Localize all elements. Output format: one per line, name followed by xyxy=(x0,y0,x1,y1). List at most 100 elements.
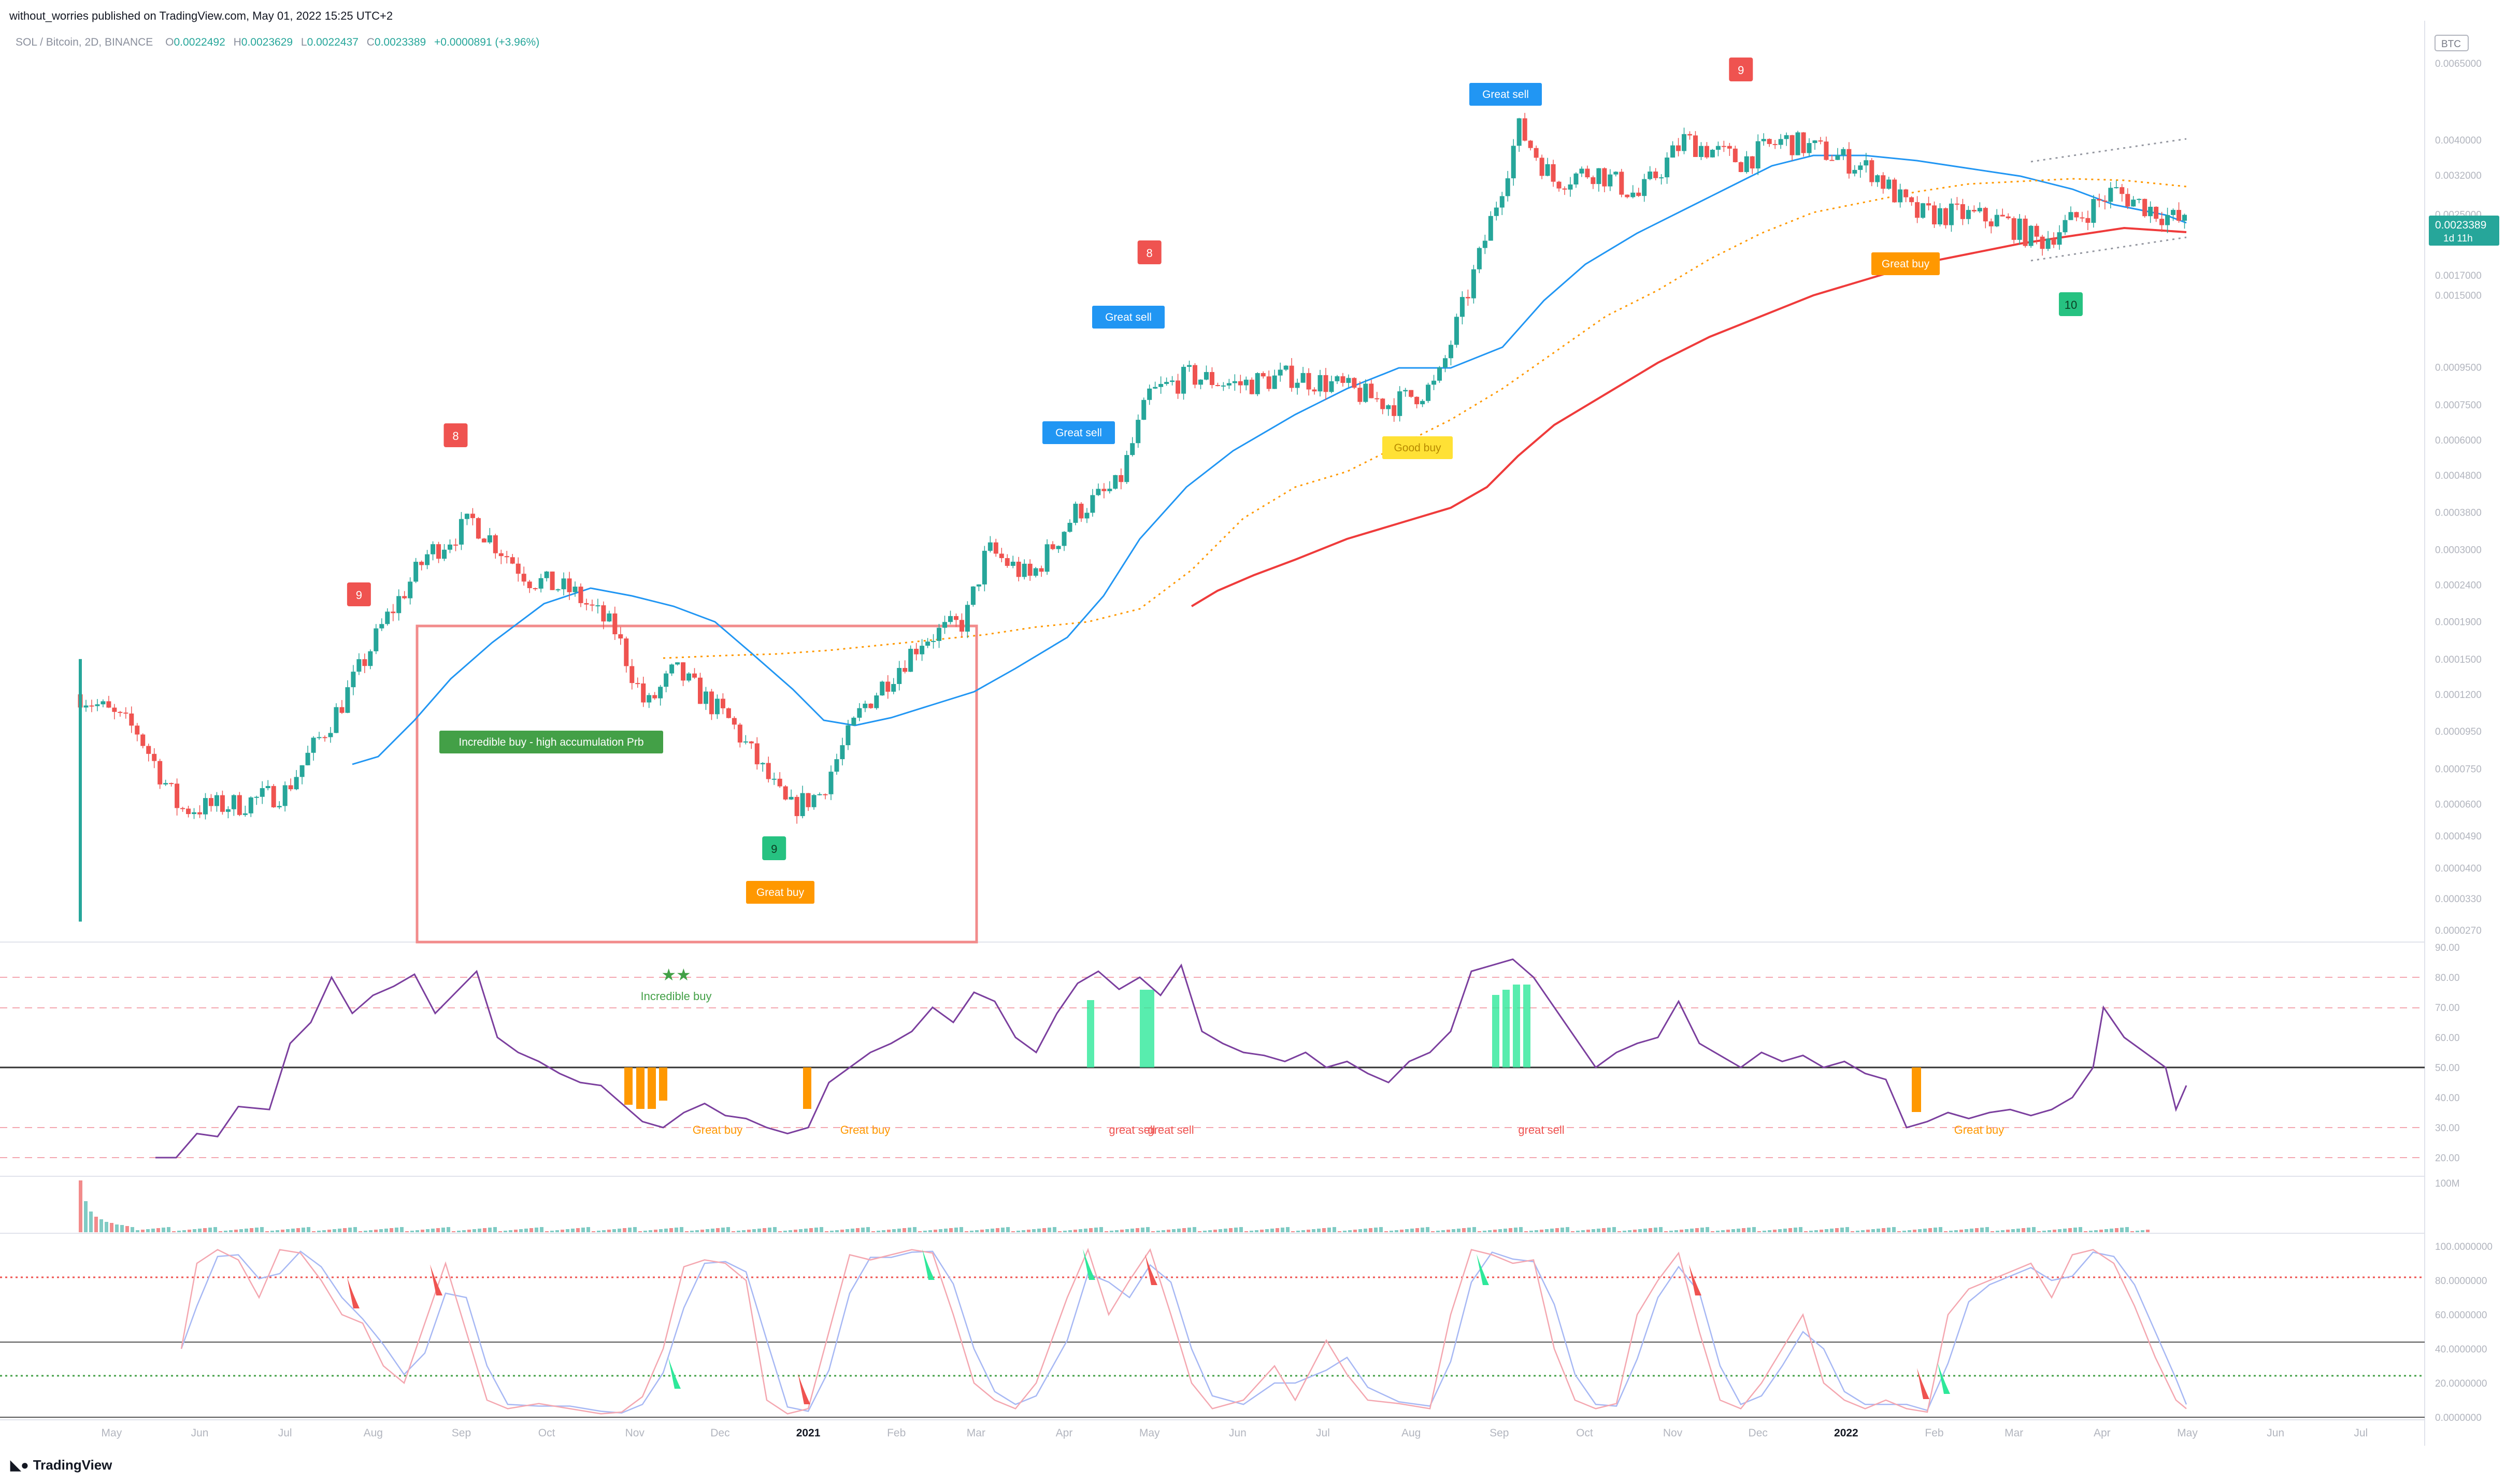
candle-down xyxy=(629,666,635,683)
rsi-tick-label: 20.00 xyxy=(2435,1153,2460,1164)
volume-bar xyxy=(182,1230,186,1232)
candle-up xyxy=(1073,504,1078,523)
price-tick-label: 0.0004800 xyxy=(2435,471,2482,481)
time-tick-label: Nov xyxy=(625,1427,645,1439)
candle-up xyxy=(1243,379,1249,386)
trend-lower-dotted xyxy=(2030,236,2187,262)
candle-up xyxy=(2137,198,2142,200)
candle-up xyxy=(277,806,282,807)
candle-up xyxy=(425,554,430,565)
symbol-pair: SOL / Bitcoin, 2D, BINANCE xyxy=(16,36,153,48)
stoch-cross-fills xyxy=(347,1249,1950,1404)
symbol-info: SOL / Bitcoin, 2D, BINANCE O0.0022492 H0… xyxy=(16,36,539,49)
number-badge xyxy=(347,582,371,606)
volume-bar xyxy=(1405,1229,1409,1232)
candle-up xyxy=(851,718,856,725)
tradingview-logo[interactable]: ◣● TradingView xyxy=(10,1457,112,1473)
candle-up xyxy=(334,707,339,733)
candle-up xyxy=(1715,146,1721,150)
candle-down xyxy=(641,683,646,703)
candle-down xyxy=(419,562,424,565)
rsi-sell-bar xyxy=(1492,995,1499,1067)
time-tick-label: Dec xyxy=(1749,1427,1768,1439)
tradingview-mark-icon: ◣● xyxy=(10,1457,29,1473)
candle-up xyxy=(1084,512,1090,519)
volume-bar xyxy=(1835,1228,1839,1232)
candle-down xyxy=(1027,563,1033,576)
volume-bar xyxy=(307,1227,310,1232)
candle-down xyxy=(1903,189,1909,197)
volume-bar xyxy=(1949,1231,1953,1232)
candle-down xyxy=(146,746,151,754)
candle-down xyxy=(1721,146,1726,147)
volume-bar xyxy=(1001,1228,1005,1232)
signal-label-text: Great buy xyxy=(1882,258,1930,270)
volume-bar xyxy=(1343,1231,1347,1232)
volume-bar xyxy=(1669,1231,1673,1232)
volume-bar xyxy=(1747,1228,1751,1232)
candle-up xyxy=(2028,225,2034,246)
volume-bar xyxy=(1877,1229,1880,1232)
volume-bar xyxy=(529,1228,533,1232)
candle-down xyxy=(2080,217,2085,219)
volume-bar xyxy=(2104,1229,2108,1232)
volume-bar xyxy=(2058,1229,2061,1232)
volume-bar xyxy=(939,1229,942,1232)
volume-bar xyxy=(188,1230,191,1232)
volume-bar xyxy=(1358,1229,1362,1232)
ema-red-line xyxy=(1191,226,2187,607)
volume-bar xyxy=(1187,1228,1191,1232)
volume-bar xyxy=(509,1230,512,1232)
volume-bar xyxy=(1281,1228,1284,1232)
candle-up xyxy=(561,578,566,590)
rsi-tick-label: 80.00 xyxy=(2435,973,2460,984)
candle-up xyxy=(880,681,885,696)
candle-up xyxy=(920,646,925,654)
candle-up xyxy=(1426,384,1431,401)
candle-down xyxy=(993,542,998,554)
candle-down xyxy=(1892,179,1897,203)
stoch-cross-fill xyxy=(798,1373,810,1404)
volume-bar xyxy=(1177,1229,1181,1232)
volume-bar xyxy=(483,1228,486,1232)
signal-label xyxy=(439,731,663,753)
volume-bar xyxy=(208,1228,212,1232)
candle-up xyxy=(351,672,356,688)
candle-up xyxy=(225,809,231,812)
volume-bar xyxy=(975,1230,979,1232)
volume-bar xyxy=(1467,1228,1471,1232)
volume-bar xyxy=(343,1228,347,1232)
candle-down xyxy=(726,708,731,718)
candle-down xyxy=(1522,118,1527,141)
volume-bar xyxy=(2042,1231,2046,1232)
volume-bar xyxy=(493,1227,497,1232)
candle-up xyxy=(214,795,219,806)
candle-up xyxy=(1141,400,1147,420)
volume-bar xyxy=(1928,1228,1932,1232)
rsi-buy-bar xyxy=(659,1067,667,1101)
volume-bar xyxy=(1597,1229,1600,1232)
volume-bar xyxy=(167,1227,170,1232)
volume-bar xyxy=(213,1227,217,1232)
volume-bar xyxy=(1778,1229,1782,1232)
candle-up xyxy=(1272,375,1277,389)
candle-up xyxy=(1164,382,1169,384)
last-price-tag-bg xyxy=(2429,216,2499,246)
candle-up xyxy=(1158,383,1164,387)
volume-bar xyxy=(405,1231,409,1232)
volume-bar xyxy=(1649,1228,1652,1232)
volume-bar xyxy=(1213,1230,1217,1232)
volume-bar xyxy=(472,1229,476,1232)
volume-bar xyxy=(571,1229,575,1232)
stoch-tick-label: 40.0000000 xyxy=(2435,1344,2487,1355)
candle-up xyxy=(1136,420,1141,444)
time-tick-label: Jun xyxy=(191,1427,209,1439)
volume-bar xyxy=(224,1231,227,1232)
candle-down xyxy=(1266,376,1271,389)
price-tick-label: 0.0065000 xyxy=(2435,59,2482,69)
candle-up xyxy=(1181,366,1186,394)
volume-bar xyxy=(1125,1229,1129,1232)
volume-bar xyxy=(1110,1231,1113,1232)
volume-bar xyxy=(1980,1228,1984,1232)
signal-label xyxy=(1382,436,1453,459)
